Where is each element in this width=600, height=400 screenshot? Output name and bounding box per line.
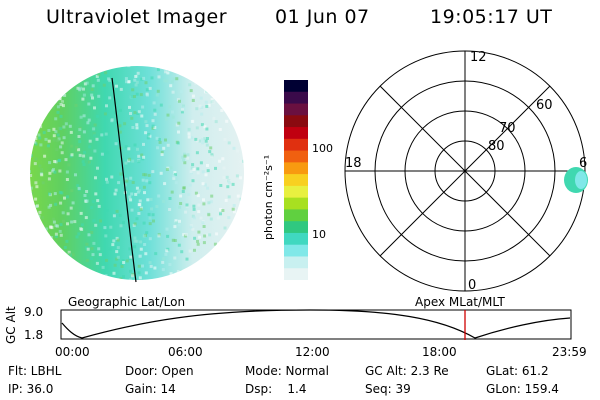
timeline-right-title: Apex MLat/MLT bbox=[415, 295, 505, 309]
colorbar-segment bbox=[284, 127, 308, 140]
filter-info: Flt: LBHL bbox=[8, 364, 62, 378]
timeline-y-label: GC Alt bbox=[4, 306, 18, 344]
timeline-x-tick-0000: 00:00 bbox=[55, 345, 90, 359]
instrument-title: Ultraviolet Imager bbox=[46, 6, 228, 28]
color-scale-bar bbox=[284, 80, 308, 280]
colorbar-segment bbox=[284, 91, 308, 105]
colorbar-segment bbox=[284, 103, 308, 116]
colorbar-unit-label: photon cm⁻²s⁻¹ bbox=[262, 154, 275, 240]
door-info: Door: Open bbox=[125, 364, 194, 378]
mlt-label-0: 0 bbox=[468, 278, 476, 293]
timeline-y-tick-9: 9.0 bbox=[24, 305, 44, 319]
colorbar-segment bbox=[284, 256, 308, 269]
colorbar-tick-100: 100 bbox=[312, 142, 333, 155]
seq-info: Seq: 39 bbox=[365, 382, 411, 396]
glon-info: GLon: 159.4 bbox=[486, 382, 559, 396]
colorbar-segment bbox=[284, 138, 308, 152]
timeline-x-tick-0600: 06:00 bbox=[168, 345, 203, 359]
colorbar-segment bbox=[284, 174, 308, 187]
mlt-label-18: 18 bbox=[345, 156, 362, 171]
colorbar-segment bbox=[284, 268, 308, 280]
colorbar-segment bbox=[284, 221, 308, 234]
glat-info: GLat: 61.2 bbox=[486, 364, 549, 378]
lat-label-70: 70 bbox=[499, 121, 516, 136]
gc-alt-info: GC Alt: 2.3 Re bbox=[365, 364, 449, 378]
observation-time: 19:05:17 UT bbox=[430, 6, 553, 28]
colorbar-segment bbox=[284, 232, 308, 246]
mlt-label-6: 6 bbox=[579, 156, 587, 171]
dsp-info: Dsp: 1.4 bbox=[245, 382, 307, 396]
timeline-x-tick-1800: 18:00 bbox=[422, 345, 457, 359]
colorbar-segment bbox=[284, 244, 308, 257]
altitude-curve bbox=[61, 309, 571, 339]
timeline-x-tick-1200: 12:00 bbox=[295, 345, 330, 359]
ip-info: IP: 36.0 bbox=[8, 382, 54, 396]
colorbar-segment bbox=[284, 80, 308, 93]
gain-info: Gain: 14 bbox=[125, 382, 176, 396]
timeline-left-title: Geographic Lat/Lon bbox=[68, 295, 186, 309]
lat-label-60: 60 bbox=[536, 98, 553, 113]
colorbar-segment bbox=[284, 115, 308, 128]
colorbar-segment bbox=[284, 197, 308, 210]
terminator-line bbox=[111, 77, 137, 283]
timeline-y-tick-1.8: 1.8 bbox=[24, 328, 44, 342]
colorbar-segment bbox=[284, 209, 308, 222]
colorbar-segment bbox=[284, 150, 308, 163]
colorbar-tick-10: 10 bbox=[312, 228, 326, 241]
altitude-timeline-plot bbox=[60, 309, 572, 340]
colorbar-segment bbox=[284, 162, 308, 175]
colorbar-segment bbox=[284, 185, 308, 199]
polar-image-fragment-light bbox=[575, 171, 587, 189]
observation-date: 01 Jun 07 bbox=[275, 6, 370, 28]
lat-label-80: 80 bbox=[488, 139, 505, 154]
mlt-label-12: 12 bbox=[470, 50, 487, 65]
polar-mlt-plot: 80 70 60 12 18 6 0 bbox=[344, 50, 588, 293]
polar-diag-2 bbox=[379, 85, 551, 257]
auroral-image bbox=[30, 66, 244, 283]
mode-info: Mode: Normal bbox=[245, 364, 329, 378]
timeline-x-tick-2359: 23:59 bbox=[552, 345, 587, 359]
